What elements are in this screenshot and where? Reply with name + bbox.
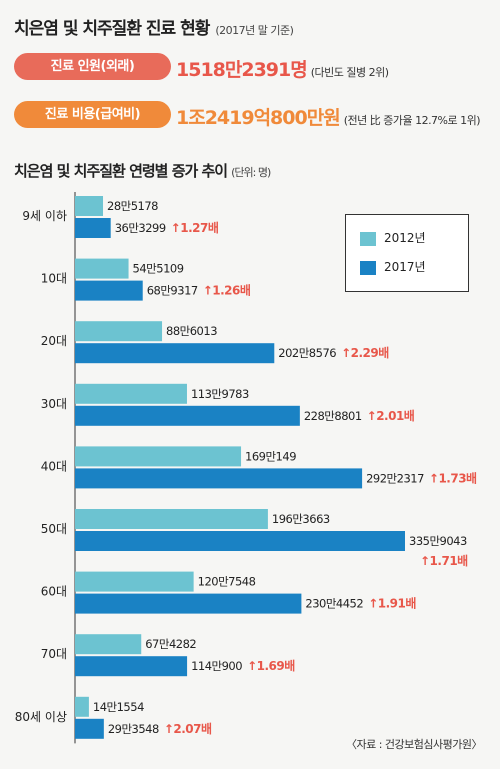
value-label-2017: 29만3548 xyxy=(108,722,159,736)
cost-value: 1조2419억800만원 xyxy=(176,107,341,129)
growth-label: ↑1.27배 xyxy=(171,220,219,235)
bar-2012 xyxy=(75,696,89,717)
bar-2017 xyxy=(75,280,143,301)
cost-note: (전년 比 증가율 12.7%로 1위) xyxy=(343,114,481,127)
chart-legend: 2012년 2017년 xyxy=(345,214,469,292)
category-label: 70대 xyxy=(41,647,67,661)
value-label-2012: 54만5109 xyxy=(133,262,184,276)
bar-2012 xyxy=(75,446,242,467)
legend-item-2017: 2017년 xyxy=(360,259,426,275)
value-label-2012: 196만3663 xyxy=(272,512,330,526)
value-label-2017: 230만4452 xyxy=(305,597,363,611)
category-label: 9세 이하 xyxy=(22,209,67,223)
category-label: 60대 xyxy=(41,585,67,599)
value-label-2017: 292만2317 xyxy=(366,471,424,485)
growth-label: ↑1.71배 xyxy=(420,553,468,568)
category-label: 10대 xyxy=(41,272,67,286)
growth-label: ↑2.01배 xyxy=(367,408,415,423)
value-label-2017: 202만8576 xyxy=(278,346,336,360)
bar-2017 xyxy=(75,343,275,364)
legend-label-2017: 2017년 xyxy=(384,260,426,274)
bar-2017 xyxy=(75,531,405,551)
patients-label: 진료 인원(외래) xyxy=(14,53,171,80)
patients-stat: 1518만2391명 (다빈도 질병 2위) xyxy=(176,55,389,82)
bar-2012 xyxy=(75,321,163,342)
patients-value: 1518만2391명 xyxy=(176,59,308,81)
infographic-title: 치은염 및 치주질환 진료 현황 (2017년 말 기준) xyxy=(14,19,294,39)
bar-2017 xyxy=(75,593,302,614)
growth-label: ↑1.69배 xyxy=(247,658,295,673)
growth-label: ↑2.07배 xyxy=(164,721,212,736)
value-label-2012: 14만1554 xyxy=(93,700,144,714)
category-label: 80세 이상 xyxy=(15,710,67,724)
cost-label: 진료 비용(급여비) xyxy=(14,101,171,128)
bar-2012 xyxy=(75,196,104,216)
value-label-2017: 36만3299 xyxy=(115,221,166,235)
bar-2012 xyxy=(75,509,268,529)
value-label-2012: 28만5178 xyxy=(107,199,158,213)
cost-stat: 1조2419억800만원 (전년 比 증가율 12.7%로 1위) xyxy=(176,103,481,130)
bar-2017 xyxy=(75,405,300,426)
value-label-2012: 67만4282 xyxy=(145,637,196,651)
category-label: 20대 xyxy=(41,334,67,348)
legend-swatch-2012 xyxy=(360,231,376,246)
chart-unit: (단위: 명) xyxy=(231,166,271,179)
category-label: 50대 xyxy=(41,522,67,536)
patients-note: (다빈도 질병 2위) xyxy=(310,66,389,79)
bar-2017 xyxy=(75,218,111,238)
value-label-2012: 169만149 xyxy=(245,449,296,463)
source-note: 〈자료 : 건강보험심사평가원〉 xyxy=(345,738,483,751)
value-label-2012: 88만6013 xyxy=(166,324,217,338)
category-label: 30대 xyxy=(41,397,67,411)
bar-2012 xyxy=(75,258,129,279)
growth-label: ↑1.26배 xyxy=(203,283,251,298)
legend-swatch-2017 xyxy=(360,260,376,275)
bar-2017 xyxy=(75,718,104,739)
bar-2012 xyxy=(75,571,194,592)
value-label-2017: 114만900 xyxy=(191,659,242,673)
bar-2017 xyxy=(75,468,363,489)
title-note: (2017년 말 기준) xyxy=(215,24,294,37)
legend-item-2012: 2012년 xyxy=(360,230,426,246)
category-label: 40대 xyxy=(41,459,67,473)
bar-2017 xyxy=(75,656,188,677)
bar-2012 xyxy=(75,383,187,404)
growth-label: ↑1.91배 xyxy=(368,596,416,611)
growth-label: ↑1.73배 xyxy=(429,470,477,485)
value-label-2012: 120만7548 xyxy=(198,575,256,589)
chart-title: 치은염 및 치주질환 연령별 증가 추이 (단위: 명) xyxy=(14,162,271,180)
value-label-2017: 228만8801 xyxy=(304,409,362,423)
value-label-2012: 113만9783 xyxy=(191,387,249,401)
value-label-2017: 335만9043 xyxy=(409,534,467,548)
growth-label: ↑2.29배 xyxy=(341,345,389,360)
legend-label-2012: 2012년 xyxy=(384,231,426,245)
bar-2012 xyxy=(75,634,142,655)
value-label-2017: 68만9317 xyxy=(147,284,198,298)
